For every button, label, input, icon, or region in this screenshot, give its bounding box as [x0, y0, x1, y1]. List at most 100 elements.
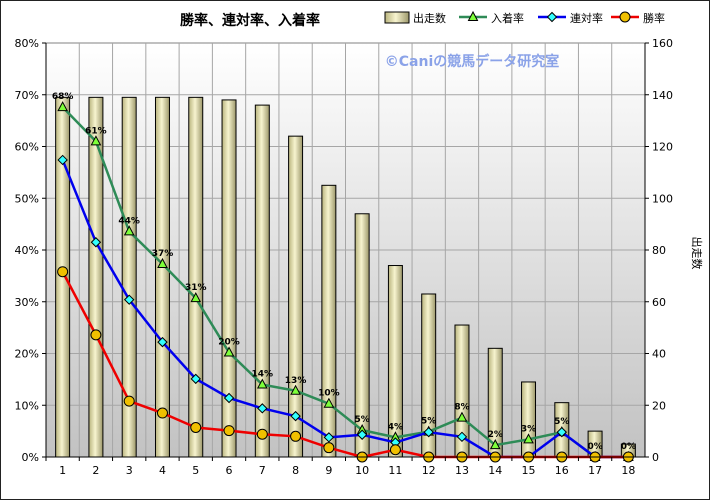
point-circle [190, 422, 202, 434]
data-label: 5% [421, 417, 436, 427]
left-axis-tick-label: 0% [22, 451, 39, 464]
legend-swatch-starts [384, 11, 410, 24]
point-circle [57, 266, 69, 278]
line-series: 68% 61% 44% 37% 31% 20% 14% 13% 10% 5% 4% 5% 8% 2% 3% 5… [52, 92, 636, 463]
right-axis-tick-label: 20 [652, 399, 666, 412]
point-triangle [157, 257, 168, 268]
point-triangle [290, 384, 301, 395]
data-label: 68% [52, 92, 74, 102]
data-label: 4% [388, 422, 403, 432]
x-axis-tick-label: 16 [555, 464, 569, 477]
point-triangle [223, 346, 235, 357]
point-diamond [290, 410, 301, 422]
legend-label: 入着率 [491, 11, 524, 25]
data-label: 10% [318, 389, 340, 399]
point-triangle [323, 397, 335, 408]
point-triangle [123, 225, 135, 236]
x-axis-tick-label: 12 [422, 464, 436, 477]
x-axis-tick-label: 7 [259, 464, 266, 477]
right-axis-tick-label: 140 [652, 89, 673, 102]
bar-starts [188, 96, 204, 458]
data-label: 31% [185, 283, 207, 293]
data-label: 5% [554, 417, 569, 427]
point-circle [123, 395, 135, 407]
point-triangle [57, 101, 68, 112]
left-axis-tick-label: 30% [15, 296, 39, 309]
point-diamond [323, 432, 335, 443]
x-axis-tick-label: 11 [388, 464, 402, 477]
data-label: 8% [454, 403, 469, 413]
point-diamond [223, 392, 235, 404]
point-diamond [423, 426, 434, 438]
point-circle [156, 407, 168, 419]
point-circle [223, 425, 235, 437]
legend-swatch-marker [467, 10, 479, 21]
point-diamond [356, 429, 368, 440]
legend-swatch-marker [546, 11, 558, 23]
x-axis-tick-label: 5 [192, 464, 199, 477]
data-label: 0% [621, 442, 636, 452]
point-triangle [256, 378, 268, 389]
right-axis-tick-label: 0 [652, 451, 659, 464]
axes: 0%10%20%30%40%50%60%70%80%02040608010012… [15, 37, 673, 477]
x-axis-tick-label: 6 [226, 464, 233, 477]
data-label: 2% [488, 430, 503, 440]
data-label: 14% [252, 370, 274, 380]
point-diamond [90, 237, 102, 248]
x-axis-tick-label: 8 [292, 464, 299, 477]
point-diamond [123, 294, 135, 305]
right-axis-tick-label: 80 [652, 244, 666, 257]
data-label: 13% [285, 376, 307, 386]
legend-label: 勝率 [643, 11, 665, 25]
point-diamond [456, 431, 468, 443]
bar-starts [288, 135, 304, 458]
grid-lines [46, 43, 645, 457]
bar-starts [221, 99, 237, 458]
right-axis-tick-label: 60 [652, 296, 666, 309]
legend: 出走数 入着率 連対率 勝率 [384, 10, 665, 25]
x-axis-tick-label: 18 [621, 464, 635, 477]
data-label: 5% [354, 415, 369, 425]
right-axis-tick-label: 120 [652, 141, 673, 154]
legend-label: 連対率 [570, 11, 603, 25]
point-diamond [556, 426, 568, 438]
x-axis-tick-label: 13 [455, 464, 469, 477]
data-label: 20% [218, 337, 240, 347]
data-label: 37% [152, 249, 174, 259]
point-triangle [456, 411, 468, 422]
data-label: 44% [118, 216, 140, 226]
bar-starts [521, 381, 537, 458]
right-axis-label: 出走数 [690, 237, 704, 270]
x-axis-tick-label: 3 [126, 464, 133, 477]
point-circle [389, 444, 401, 456]
right-axis-tick-label: 160 [652, 37, 673, 50]
point-circle [90, 329, 102, 341]
point-diamond [190, 373, 201, 385]
right-axis-tick-label: 40 [652, 348, 666, 361]
data-label: 0% [587, 442, 602, 452]
x-axis-tick-label: 2 [92, 464, 99, 477]
point-triangle [190, 292, 202, 303]
x-axis-tick-label: 10 [355, 464, 369, 477]
left-axis-tick-label: 70% [15, 89, 39, 102]
bar-starts [154, 96, 170, 458]
legend-label: 出走数 [413, 11, 446, 25]
chart-title: 勝率、連対率、入着率 [180, 12, 320, 29]
point-circle [323, 442, 335, 454]
x-axis-tick-label: 17 [588, 464, 602, 477]
right-axis-tick-label: 100 [652, 192, 673, 205]
x-axis-tick-label: 4 [159, 464, 166, 477]
left-axis-tick-label: 10% [15, 399, 39, 412]
point-diamond [57, 154, 68, 166]
point-diamond [257, 403, 268, 414]
bar-starts [321, 184, 337, 458]
series-line-triangle [61, 106, 629, 459]
point-circle [290, 430, 302, 442]
left-axis-tick-label: 20% [15, 348, 39, 361]
x-axis-tick-label: 14 [488, 464, 502, 477]
x-axis-tick-label: 9 [325, 464, 332, 477]
point-diamond [157, 336, 168, 348]
point-triangle [489, 439, 501, 450]
